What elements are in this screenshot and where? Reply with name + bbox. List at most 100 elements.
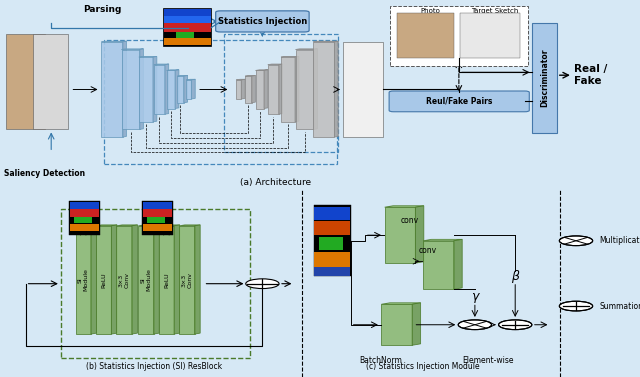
Polygon shape [236, 80, 241, 99]
Polygon shape [123, 41, 127, 137]
Polygon shape [179, 226, 195, 334]
Text: ReLU: ReLU [164, 272, 169, 288]
FancyBboxPatch shape [33, 34, 68, 129]
Text: Reul/Fake Pairs: Reul/Fake Pairs [426, 97, 492, 106]
Text: ReLU: ReLU [101, 272, 106, 288]
FancyBboxPatch shape [314, 267, 350, 276]
Polygon shape [116, 226, 132, 334]
Text: SI
Module: SI Module [78, 268, 88, 291]
Text: Target Sketch: Target Sketch [471, 8, 518, 14]
Polygon shape [138, 226, 154, 334]
Polygon shape [334, 41, 339, 137]
FancyBboxPatch shape [460, 13, 520, 58]
Text: Statistics Injection: Statistics Injection [218, 17, 307, 26]
Polygon shape [159, 225, 180, 226]
Text: Parsing: Parsing [83, 5, 122, 14]
FancyBboxPatch shape [147, 218, 165, 223]
FancyBboxPatch shape [314, 205, 351, 276]
Text: BatchNorm: BatchNorm [360, 356, 402, 365]
Polygon shape [101, 41, 127, 42]
FancyBboxPatch shape [397, 13, 454, 58]
Polygon shape [281, 57, 295, 122]
Text: (a) Architecture: (a) Architecture [239, 178, 311, 187]
Polygon shape [454, 239, 462, 289]
FancyBboxPatch shape [70, 209, 99, 216]
FancyBboxPatch shape [314, 207, 350, 220]
Polygon shape [175, 70, 179, 109]
FancyBboxPatch shape [143, 224, 172, 231]
Polygon shape [423, 239, 462, 241]
Polygon shape [132, 225, 138, 334]
Text: conv: conv [401, 216, 419, 225]
FancyBboxPatch shape [343, 42, 383, 137]
Circle shape [246, 279, 279, 288]
Polygon shape [101, 42, 123, 137]
Polygon shape [138, 225, 159, 226]
Polygon shape [139, 57, 153, 122]
Polygon shape [256, 70, 264, 109]
Polygon shape [412, 303, 420, 345]
FancyBboxPatch shape [163, 8, 211, 46]
Polygon shape [314, 42, 334, 137]
Polygon shape [314, 49, 317, 129]
Polygon shape [153, 57, 157, 122]
Polygon shape [165, 64, 169, 114]
FancyBboxPatch shape [70, 202, 99, 209]
Text: (b) Statistics Injection (SI) ResBlock: (b) Statistics Injection (SI) ResBlock [86, 362, 221, 371]
Polygon shape [174, 225, 180, 334]
Circle shape [499, 320, 532, 329]
FancyBboxPatch shape [164, 16, 211, 24]
FancyBboxPatch shape [143, 202, 172, 209]
Polygon shape [177, 76, 184, 103]
Polygon shape [154, 64, 169, 65]
Polygon shape [279, 64, 283, 114]
FancyBboxPatch shape [69, 201, 100, 235]
Text: Real /
Fake: Real / Fake [574, 64, 607, 86]
Polygon shape [296, 49, 314, 129]
Polygon shape [385, 207, 415, 263]
FancyBboxPatch shape [216, 11, 309, 32]
Polygon shape [140, 49, 143, 129]
Text: SI
Module: SI Module [141, 268, 151, 291]
Text: conv: conv [419, 245, 436, 254]
Text: 3×3
Conv: 3×3 Conv [182, 272, 192, 288]
FancyBboxPatch shape [164, 9, 211, 16]
FancyBboxPatch shape [143, 209, 172, 216]
Polygon shape [184, 75, 188, 103]
Polygon shape [381, 303, 420, 304]
FancyBboxPatch shape [532, 23, 557, 133]
Text: Photo: Photo [420, 8, 440, 14]
FancyBboxPatch shape [164, 23, 211, 32]
Polygon shape [122, 49, 140, 129]
FancyBboxPatch shape [164, 38, 211, 45]
FancyBboxPatch shape [390, 6, 528, 66]
Text: β: β [511, 270, 519, 283]
Polygon shape [96, 225, 117, 226]
Polygon shape [76, 226, 91, 334]
Text: Discriminator: Discriminator [540, 49, 549, 107]
Polygon shape [166, 70, 175, 109]
Circle shape [458, 320, 492, 329]
FancyBboxPatch shape [314, 252, 350, 267]
Text: Saliency Detection: Saliency Detection [4, 169, 85, 178]
Polygon shape [96, 226, 111, 334]
Polygon shape [111, 225, 117, 334]
Polygon shape [186, 80, 191, 99]
Polygon shape [415, 206, 424, 263]
Polygon shape [154, 225, 159, 334]
FancyBboxPatch shape [70, 224, 99, 231]
FancyBboxPatch shape [142, 201, 173, 235]
Polygon shape [195, 225, 200, 334]
Text: (c) Statistics Injection Module: (c) Statistics Injection Module [365, 362, 479, 371]
Text: γ: γ [471, 290, 479, 303]
Polygon shape [423, 241, 454, 289]
Polygon shape [91, 225, 97, 334]
Polygon shape [381, 304, 412, 345]
Polygon shape [314, 41, 339, 42]
FancyBboxPatch shape [314, 221, 350, 235]
Text: Element-wise: Element-wise [462, 356, 513, 365]
Polygon shape [236, 79, 245, 80]
FancyBboxPatch shape [6, 34, 45, 129]
FancyBboxPatch shape [389, 91, 529, 112]
FancyBboxPatch shape [74, 218, 92, 223]
